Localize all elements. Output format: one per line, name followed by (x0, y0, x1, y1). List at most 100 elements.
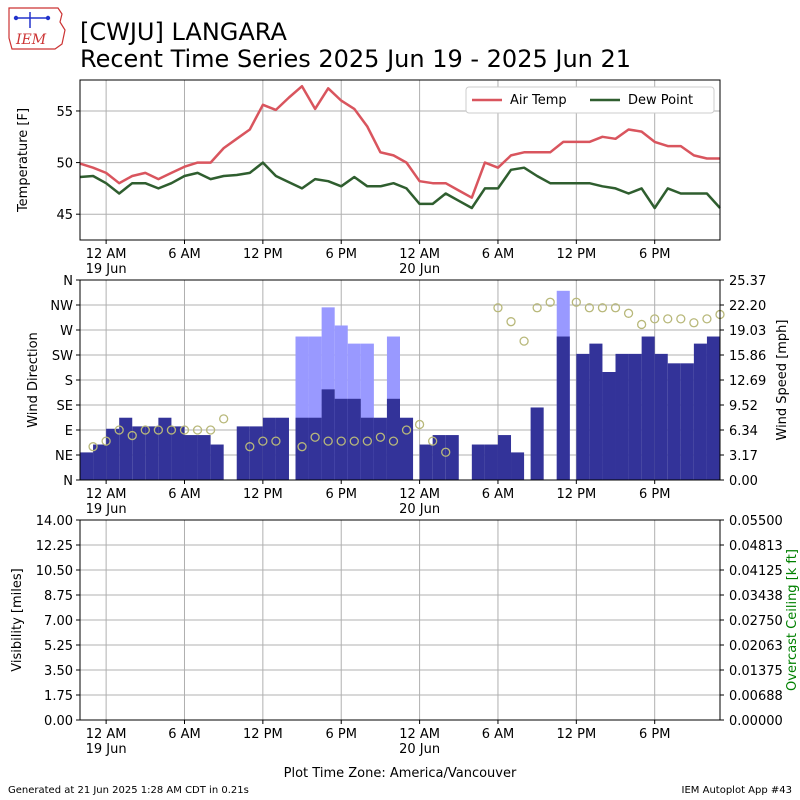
ceiling-tick-label: 0.04813 (729, 539, 783, 554)
visibility-tick-label: 12.25 (36, 539, 73, 554)
ceiling-tick-label: 0.03438 (729, 589, 783, 604)
direction-tick-label: NW (50, 299, 73, 314)
wind-speed-bar (106, 428, 120, 480)
ceiling-tick-label: 0.02063 (729, 639, 783, 654)
speed-tick-label: 19.03 (729, 324, 766, 339)
wind-direction-marker (179, 425, 190, 435)
x-tick-label: 12 PM (243, 487, 283, 502)
wind-direction-marker (153, 425, 164, 435)
x-tick-label: 6 PM (639, 727, 670, 742)
legend-label-dew-point: Dew Point (628, 93, 693, 108)
direction-tick-label: N (63, 474, 73, 489)
ceiling-tick-label: 0.05500 (729, 514, 783, 529)
wind-speed-bar (471, 444, 485, 480)
wind-speed-bar (308, 417, 322, 480)
wind-speed-bar (511, 452, 525, 480)
wind-speed-bar (275, 417, 289, 480)
direction-tick-label: W (60, 324, 73, 339)
y-tick-label: 45 (56, 208, 73, 223)
wind-speed-bar (615, 353, 629, 480)
wind-speed-bar (628, 353, 642, 480)
wind-speed-bar (132, 426, 146, 480)
x-tick-date-label: 19 Jun (86, 742, 127, 757)
wind-speed-bar (249, 426, 263, 480)
wind-direction-marker (192, 425, 203, 435)
wind-speed-bar (171, 426, 185, 480)
speed-tick-label: 12.69 (729, 374, 766, 389)
wind-speed-bar (680, 363, 694, 480)
wind-direction-marker (140, 425, 150, 435)
wind-speed-bar (667, 363, 681, 480)
wind-direction-marker (428, 436, 438, 446)
wind-speed-bar (321, 389, 335, 480)
wind-direction-marker (545, 297, 555, 307)
wind-speed-bar (497, 435, 512, 480)
wind-direction-marker (623, 308, 634, 318)
wind-direction-marker (258, 436, 268, 446)
x-tick-date-label: 20 Jun (399, 502, 440, 517)
generated-footer: Generated at 21 Jun 2025 1:28 AM CDT in … (8, 785, 249, 796)
plot-frame (79, 279, 721, 481)
wind-speed-bar (530, 407, 544, 480)
wind-direction-marker (297, 442, 307, 452)
visibility-tick-label: 8.75 (44, 589, 73, 604)
wind-direction-marker (519, 336, 529, 346)
x-tick-label: 6 AM (482, 487, 515, 502)
wind-direction-marker (689, 318, 699, 328)
visibility-axis-label: Visibility [miles] (10, 568, 25, 671)
wind-direction-marker (88, 442, 98, 452)
x-tick-label: 6 PM (325, 727, 356, 742)
speed-tick-label: 22.20 (729, 299, 766, 314)
x-tick-label: 12 PM (243, 247, 283, 262)
legend: Air Temp Dew Point (465, 86, 715, 114)
wind-direction-marker (362, 436, 372, 446)
dew-point-line (79, 161, 721, 210)
wind-speed-bar (445, 435, 459, 480)
wind-speed-bar (419, 444, 433, 480)
air-temp-line (79, 84, 720, 199)
direction-tick-label: N (63, 274, 73, 289)
wind-speed-bar (80, 452, 94, 480)
plot-frame (79, 79, 721, 241)
plot-frame (79, 519, 721, 721)
x-tick-label: 12 PM (556, 247, 596, 262)
wind-speed-bar (602, 371, 616, 480)
x-tick-date-label: 20 Jun (399, 742, 440, 757)
wind-speed-bar (262, 417, 276, 480)
wind-speed-bar (706, 336, 720, 480)
x-tick-label: 6 AM (482, 247, 515, 262)
x-tick-label: 6 AM (168, 247, 201, 262)
wind-direction-marker (610, 303, 621, 313)
y-tick-label: 50 (56, 157, 73, 172)
wind-direction-axis-label: Wind Direction (26, 332, 41, 428)
wind-direction-marker (245, 442, 255, 452)
wind-speed-bar (641, 336, 655, 480)
ceiling-tick-label: 0.04125 (729, 564, 783, 579)
wind-speed-bar (210, 444, 224, 480)
speed-tick-label: 25.37 (729, 274, 766, 289)
y-tick-label: 55 (56, 105, 73, 120)
wind-speed-bar (589, 343, 603, 480)
chart-title-line1: [CWJU] LANGARA (80, 18, 288, 46)
wind-speed-axis-label: Wind Speed [mph] (775, 320, 790, 441)
x-tick-label: 6 AM (482, 727, 515, 742)
wind-direction-marker (375, 432, 386, 442)
wind-direction-marker (310, 432, 320, 442)
x-tick-label: 6 PM (325, 487, 356, 502)
direction-tick-label: NE (55, 449, 73, 464)
x-tick-date-label: 19 Jun (86, 502, 127, 517)
x-tick-label: 12 PM (556, 487, 596, 502)
speed-tick-label: 9.52 (729, 399, 758, 414)
wind-speed-bar (386, 398, 400, 480)
wind-speed-bar (484, 444, 498, 480)
x-tick-label: 6 PM (639, 487, 670, 502)
x-tick-label: 6 AM (168, 727, 201, 742)
wind-direction-marker (663, 314, 673, 324)
iem-logo: IEM (8, 7, 66, 50)
wind-direction-marker (166, 425, 177, 435)
direction-tick-label: SE (57, 399, 73, 414)
wind-direction-marker (101, 436, 111, 446)
